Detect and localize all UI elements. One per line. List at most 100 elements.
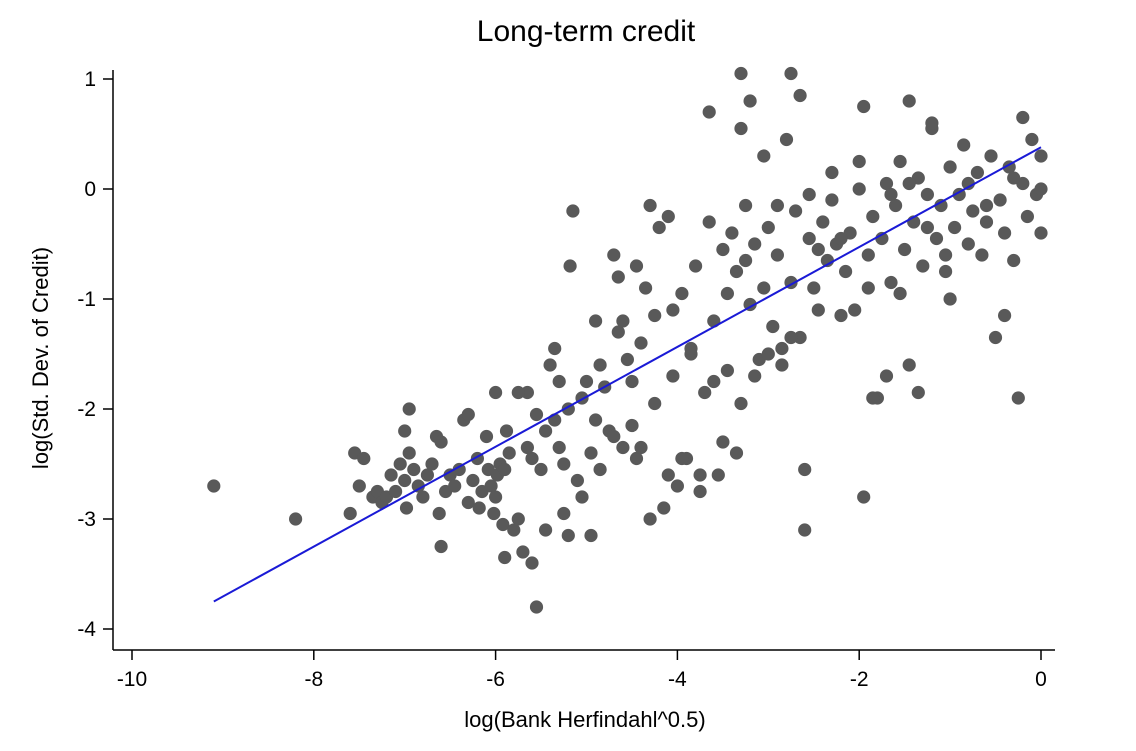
data-point <box>716 242 730 257</box>
data-point <box>916 259 930 273</box>
fit-line-group <box>213 146 1042 603</box>
data-point <box>948 220 962 235</box>
data-point <box>889 198 903 213</box>
data-point <box>920 220 935 235</box>
y-tick-label: -2 <box>77 398 96 421</box>
data-point <box>966 204 980 218</box>
data-point <box>702 105 716 119</box>
x-tick-label: -6 <box>486 668 505 691</box>
data-point <box>575 490 589 504</box>
data-point <box>487 506 501 521</box>
y-axis-label: log(Std. Dev. of Credit) <box>28 247 53 469</box>
data-point <box>352 479 366 493</box>
data-point <box>739 198 753 213</box>
data-point <box>552 440 566 455</box>
data-point <box>589 413 603 427</box>
data-point <box>502 446 516 460</box>
data-point <box>798 462 812 477</box>
data-point <box>789 204 803 218</box>
data-point <box>289 512 303 526</box>
data-point <box>432 506 446 521</box>
y-tick-label: 0 <box>84 178 96 201</box>
y-tick-label: -4 <box>77 618 96 641</box>
data-point <box>511 512 525 526</box>
data-point <box>384 468 398 482</box>
data-point <box>1016 110 1030 125</box>
data-point <box>793 88 807 103</box>
data-point <box>879 176 894 191</box>
data-point <box>866 391 880 405</box>
data-point <box>507 523 521 537</box>
data-point <box>770 248 785 262</box>
data-point <box>943 160 957 174</box>
data-point <box>402 402 416 416</box>
data-point <box>748 237 762 251</box>
data-point <box>748 369 762 383</box>
data-point <box>1007 253 1021 268</box>
data-point <box>911 385 925 400</box>
data-point <box>398 473 412 488</box>
data-point <box>861 248 875 262</box>
data-point <box>629 451 644 466</box>
data-point <box>584 446 598 460</box>
data-point <box>511 385 525 400</box>
data-point <box>879 369 894 383</box>
data-point <box>693 484 707 499</box>
data-point <box>743 94 757 108</box>
data-point <box>661 468 675 482</box>
data-point <box>898 242 912 257</box>
data-point <box>725 226 739 240</box>
data-point <box>534 462 548 477</box>
data-point <box>902 176 916 191</box>
data-point <box>1007 171 1021 185</box>
data-point <box>661 209 675 224</box>
data-point <box>611 270 625 284</box>
data-point <box>902 94 916 108</box>
x-axis-label: log(Bank Herfindahl^0.5) <box>464 707 705 732</box>
data-point <box>720 286 735 301</box>
data-point <box>520 440 535 455</box>
data-point <box>675 451 689 466</box>
data-point <box>975 248 989 262</box>
data-point <box>616 440 630 455</box>
data-point <box>398 424 412 438</box>
data-point <box>684 341 698 356</box>
data-point <box>766 319 780 334</box>
y-tick-label: 1 <box>84 68 96 91</box>
data-point <box>884 275 898 290</box>
data-point <box>434 539 448 554</box>
data-point <box>920 187 935 202</box>
data-point <box>648 308 662 323</box>
data-point <box>689 259 703 273</box>
data-point <box>666 369 680 383</box>
data-point <box>657 501 671 515</box>
data-point <box>484 479 498 493</box>
data-point <box>1034 226 1048 240</box>
data-point <box>720 363 735 378</box>
data-point <box>979 215 994 229</box>
data-point <box>639 281 653 295</box>
data-point <box>779 132 794 147</box>
data-point <box>489 385 503 400</box>
data-point <box>634 336 648 350</box>
data-point <box>757 281 771 295</box>
data-point <box>734 121 748 136</box>
data-point <box>343 506 357 521</box>
data-point <box>1020 209 1034 224</box>
data-point <box>570 473 585 488</box>
x-ticks: -10 -8 -6 -4 -2 0 <box>117 650 1047 691</box>
data-point <box>988 330 1003 345</box>
data-point <box>520 385 535 400</box>
data-point <box>675 286 689 301</box>
x-tick-label: -4 <box>668 668 687 691</box>
data-point <box>607 429 621 444</box>
data-point <box>939 264 953 279</box>
data-point <box>461 407 475 422</box>
y-tick-label: -3 <box>77 508 96 531</box>
data-point <box>866 209 880 224</box>
data-point <box>589 314 603 328</box>
x-tick-label: -2 <box>850 668 869 691</box>
data-point <box>466 473 480 488</box>
data-point <box>775 341 789 356</box>
data-point <box>498 550 512 565</box>
